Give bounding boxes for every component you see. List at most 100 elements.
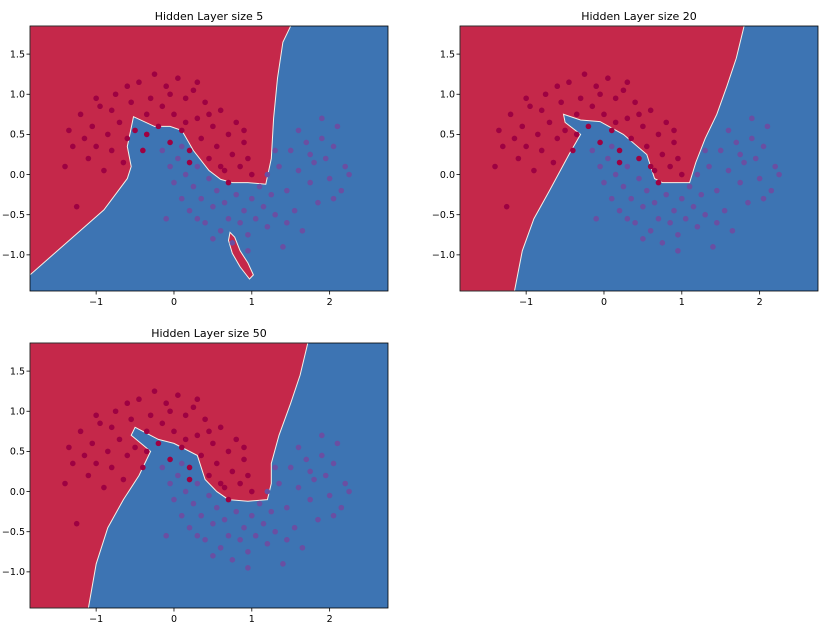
subplot-1-point-class1 xyxy=(194,215,201,222)
subplot-2-point-class0 xyxy=(667,163,673,170)
subplot-2-point-class1 xyxy=(675,248,681,254)
subplot-1-point-class1 xyxy=(287,147,294,154)
subplot-2-y-tick-label: −1.0 xyxy=(432,250,455,261)
subplot-1-point-class1 xyxy=(346,171,352,178)
subplot-3-point-class0 xyxy=(229,468,236,475)
subplot-2-point-class0 xyxy=(636,155,642,162)
subplot-3-point-class0 xyxy=(140,464,146,471)
subplot-1-point-class0 xyxy=(210,123,216,130)
subplot-3-point-class0 xyxy=(128,416,134,423)
subplot-1-point-class1 xyxy=(206,175,212,182)
subplot-1-point-class0 xyxy=(171,111,177,118)
subplot-3-point-class0 xyxy=(249,488,255,495)
subplot-3-point-class1 xyxy=(311,476,317,483)
subplot-1-point-class1 xyxy=(225,215,232,222)
subplot-2-x-tick-label: −1 xyxy=(519,297,533,308)
subplot-1-point-class0 xyxy=(132,127,138,134)
subplot-3-point-class1 xyxy=(280,561,286,567)
subplot-1-point-class0 xyxy=(105,131,111,138)
subplot-2-point-class1 xyxy=(624,215,631,222)
subplot-3-point-class0 xyxy=(70,460,76,467)
subplot-1-point-class0 xyxy=(217,163,224,170)
subplot-3-point-class1 xyxy=(272,528,278,535)
subplot-2-point-class0 xyxy=(675,155,681,162)
subplot-3-point-class1 xyxy=(159,464,166,471)
subplot-1-point-class0 xyxy=(62,163,68,170)
subplot-2-y-tick-label: −0.5 xyxy=(432,210,455,221)
subplot-3-point-class1 xyxy=(186,524,193,531)
subplot-3-point-class1 xyxy=(330,512,337,519)
subplot-2-point-class1 xyxy=(620,183,627,190)
subplot-3-point-class0 xyxy=(81,452,88,459)
subplot-2-point-class0 xyxy=(542,91,549,98)
subplot-3-point-class1 xyxy=(202,536,208,543)
subplot-3-point-class1 xyxy=(221,516,228,523)
subplot-2-point-class0 xyxy=(663,119,670,126)
subplot-1-point-class1 xyxy=(326,175,333,182)
subplot-2-point-class1 xyxy=(710,244,716,250)
subplot-3-point-class1 xyxy=(322,472,329,479)
subplot-2-point-class0 xyxy=(538,147,545,154)
subplot-3-point-class0 xyxy=(132,444,138,451)
subplot-3-point-class1 xyxy=(307,468,313,475)
subplot-1-point-class0 xyxy=(128,99,134,106)
subplot-1-point-class1 xyxy=(237,219,243,226)
subplot-2-point-class1 xyxy=(640,203,646,210)
subplot-1-point-class1 xyxy=(280,244,286,250)
subplot-1-point-class0 xyxy=(237,163,243,170)
subplot-1-point-class0 xyxy=(202,99,208,106)
subplot-3-y-tick-label: −0.5 xyxy=(2,527,25,538)
subplot-3-point-class1 xyxy=(194,532,201,539)
subplot-3-point-class0 xyxy=(105,448,111,455)
subplot-3-point-class0 xyxy=(89,440,96,447)
subplot-3-point-class0 xyxy=(124,452,131,459)
subplot-3-point-class1 xyxy=(241,524,247,531)
subplot-2-point-class0 xyxy=(538,107,545,114)
subplot-2-plot-area xyxy=(460,26,818,291)
subplot-1-point-class0 xyxy=(140,147,146,154)
subplot-3-point-class0 xyxy=(225,496,232,503)
subplot-1-point-class1 xyxy=(256,183,263,190)
subplot-2-point-class0 xyxy=(616,159,623,166)
subplot-3-point-class0 xyxy=(225,448,232,455)
subplot-3-point-class1 xyxy=(252,532,259,539)
subplot-1-point-class1 xyxy=(342,163,348,170)
subplot-2-point-class1 xyxy=(679,195,685,202)
subplot-2-point-class1 xyxy=(690,203,697,210)
subplot-1-region-class0 xyxy=(30,26,292,276)
subplot-2-point-class0 xyxy=(496,127,502,134)
subplot-1-point-class0 xyxy=(229,151,236,158)
subplot-2-point-class0 xyxy=(503,203,510,210)
subplot-2-point-class1 xyxy=(667,219,673,226)
subplot-3-y-tick-label: 1.5 xyxy=(10,366,25,377)
subplot-1-point-class1 xyxy=(221,199,228,206)
subplot-2-point-class0 xyxy=(519,123,526,130)
subplot-3-point-class1 xyxy=(178,460,185,467)
subplot-2-point-class0 xyxy=(628,135,635,142)
subplot-3-point-class1 xyxy=(167,480,173,487)
subplot-3-point-class0 xyxy=(202,416,208,423)
subplot-2-point-class1 xyxy=(624,163,631,170)
subplot-1-point-class0 xyxy=(217,107,224,114)
subplot-3-point-class0 xyxy=(108,424,115,431)
subplot-3-point-class1 xyxy=(334,440,341,447)
subplot-2-point-class0 xyxy=(679,171,685,178)
subplot-3-point-class0 xyxy=(151,388,158,394)
subplot-1-point-class0 xyxy=(249,171,255,178)
subplot-2-point-class0 xyxy=(636,111,642,118)
subplot-2-y-tick-label: 1.0 xyxy=(440,90,455,101)
subplot-3-point-class1 xyxy=(319,452,325,459)
subplot-2-y-tick-label: 0.5 xyxy=(440,130,455,141)
subplot-1-point-class1 xyxy=(233,191,240,198)
subplot-2-point-class1 xyxy=(675,231,681,238)
subplot-3-point-class0 xyxy=(155,440,162,447)
subplot-3-point-class1 xyxy=(276,480,282,487)
subplot-2-point-class0 xyxy=(651,167,658,174)
subplot-1-point-class0 xyxy=(116,119,123,126)
subplot-2-point-class1 xyxy=(714,187,720,194)
subplot-3-point-class1 xyxy=(194,480,201,487)
subplot-1-point-class0 xyxy=(143,131,150,138)
subplot-2-point-class1 xyxy=(686,183,693,190)
subplot-2-point-class0 xyxy=(573,131,580,138)
subplot-2-point-class0 xyxy=(632,99,638,106)
